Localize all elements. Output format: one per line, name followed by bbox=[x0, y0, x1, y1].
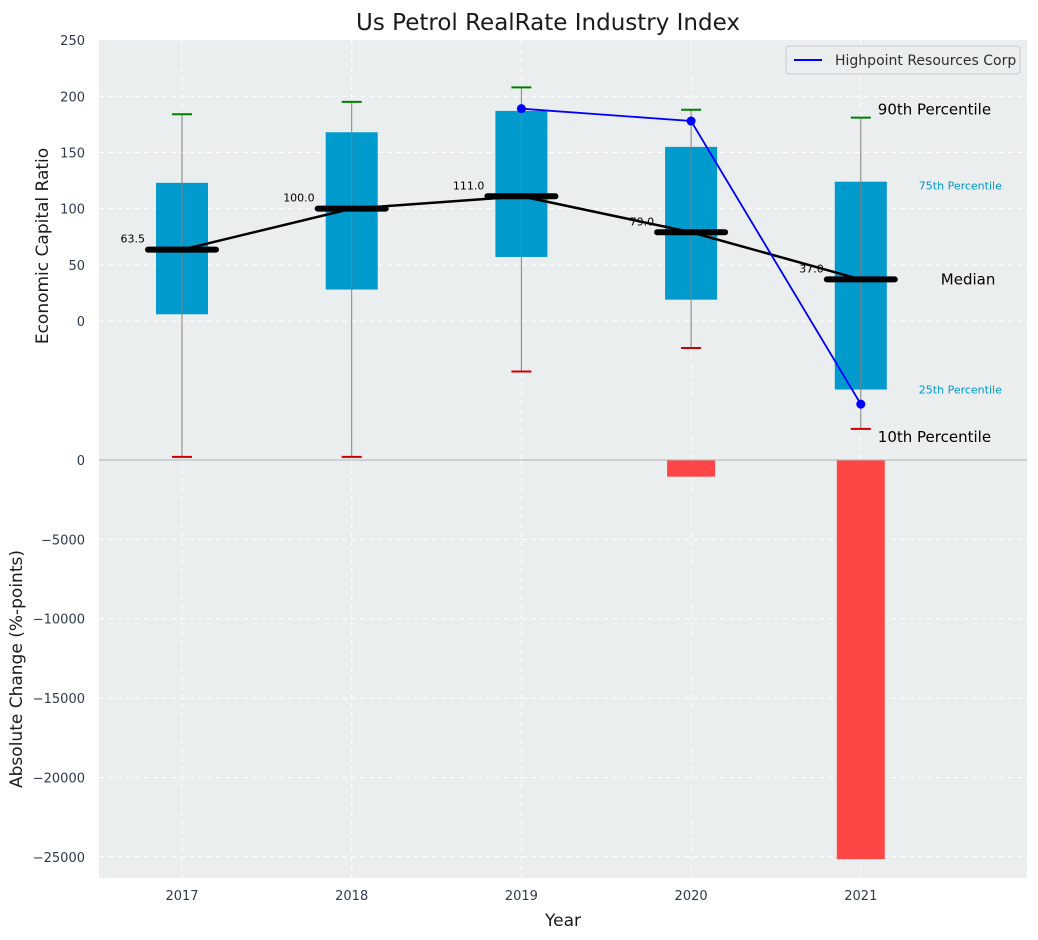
bottom-plot-area bbox=[99, 460, 1027, 878]
top-panel: 250 200 150 100 50 0 63.5 100.0 111.0 79.0 37.0 9… bbox=[33, 34, 1027, 460]
top-y-tick-label: 0 bbox=[77, 315, 85, 330]
x-tick-labels: 2017 2018 2019 2020 2021 bbox=[165, 889, 877, 904]
top-y-tick-label: 150 bbox=[60, 146, 85, 161]
x-axis-label: Year bbox=[544, 911, 581, 931]
median-annotation: Median bbox=[941, 270, 996, 288]
company-point bbox=[686, 116, 696, 126]
top-y-tick-labels: 250 200 150 100 50 0 bbox=[60, 34, 85, 330]
median-value-label: 100.0 bbox=[283, 192, 315, 205]
legend-label: Highpoint Resources Corp bbox=[835, 53, 1016, 69]
bottom-y-axis-label: Absolute Change (%-points) bbox=[7, 550, 27, 788]
top-y-tick-label: 50 bbox=[68, 259, 85, 274]
change-bars bbox=[667, 460, 885, 860]
change-bar bbox=[667, 460, 716, 477]
bottom-gridlines bbox=[99, 460, 1027, 878]
p75-annotation: 75th Percentile bbox=[919, 180, 1002, 193]
median-trend-line bbox=[145, 193, 898, 283]
bottom-y-tick-label: 0 bbox=[77, 454, 85, 469]
x-tick-label: 2018 bbox=[335, 889, 368, 904]
median-value-label: 111.0 bbox=[453, 179, 485, 192]
p25-annotation: 25th Percentile bbox=[919, 384, 1002, 397]
percentile-annotations: 90th Percentile 75th Percentile Median 25th… bbox=[878, 101, 1002, 446]
median-value-labels: 63.5 100.0 111.0 79.0 37.0 bbox=[121, 179, 824, 275]
top-y-tick-label: 100 bbox=[60, 203, 85, 218]
company-series bbox=[516, 104, 866, 409]
legend-box bbox=[785, 45, 1021, 75]
legend: Highpoint Resources Corp bbox=[785, 45, 1021, 75]
top-y-tick-label: 200 bbox=[60, 90, 85, 105]
change-bar bbox=[836, 460, 885, 860]
company-point bbox=[516, 104, 526, 114]
x-tick-label: 2020 bbox=[675, 889, 708, 904]
top-y-axis-label: Economic Capital Ratio bbox=[33, 148, 53, 344]
median-value-label: 37.0 bbox=[799, 262, 824, 275]
chart-title: Us Petrol RealRate Industry Index bbox=[356, 10, 740, 36]
median-value-label: 63.5 bbox=[121, 233, 146, 246]
p10-annotation: 10th Percentile bbox=[878, 428, 991, 446]
bottom-y-tick-label: −20000 bbox=[33, 771, 85, 786]
bottom-y-tick-label: −15000 bbox=[33, 692, 85, 707]
bottom-y-tick-label: −25000 bbox=[33, 851, 85, 866]
x-tick-label: 2021 bbox=[844, 889, 877, 904]
bottom-y-tick-label: −10000 bbox=[33, 613, 85, 628]
company-point bbox=[856, 399, 866, 409]
top-y-tick-label: 250 bbox=[60, 34, 85, 49]
x-tick-label: 2019 bbox=[505, 889, 538, 904]
bottom-panel: 0−5000−10000−15000−20000−25000 2017 2018 2… bbox=[7, 454, 1027, 904]
bottom-y-tick-labels: 0 −5000 −10000 −15000 −20000 −25000 bbox=[33, 454, 85, 866]
median-value-label: 79.0 bbox=[630, 215, 655, 228]
bottom-y-tick-label: −5000 bbox=[41, 533, 85, 548]
p90-annotation: 90th Percentile bbox=[878, 101, 991, 119]
x-tick-label: 2017 bbox=[165, 889, 198, 904]
